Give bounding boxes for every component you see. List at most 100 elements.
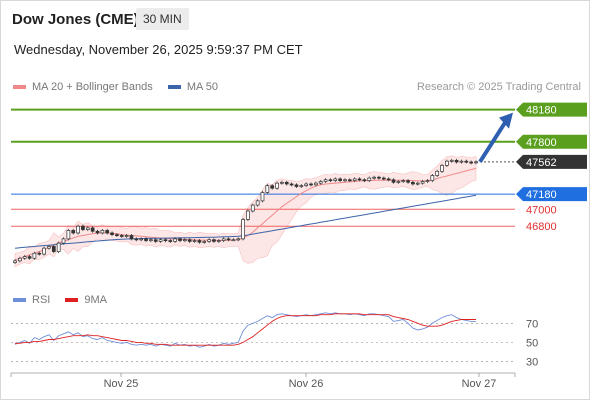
rsi-tick-label: 50 xyxy=(526,337,538,349)
candle-body xyxy=(250,204,255,212)
candle-body xyxy=(182,239,187,242)
candle-body xyxy=(430,175,435,181)
research-credit: Research © 2025 Trading Central xyxy=(416,81,581,93)
candle-body xyxy=(163,239,168,242)
candle-body xyxy=(270,185,275,189)
forecast-arrow-shaft xyxy=(478,121,507,163)
candle-body xyxy=(37,252,42,255)
time-axis-layer: Nov 25 Nov 26 Nov 27 xyxy=(10,372,516,390)
candle-body xyxy=(110,232,114,235)
candle-body xyxy=(396,181,401,183)
candle-body xyxy=(314,182,318,186)
candle-body xyxy=(27,256,32,259)
candle-body xyxy=(105,230,110,234)
candle-body xyxy=(464,160,469,163)
candle-body xyxy=(100,230,105,234)
price-levels-layer xyxy=(11,108,515,227)
candle-body xyxy=(13,260,17,263)
level-tag-47800 xyxy=(516,134,587,149)
moving-averages-layer xyxy=(14,167,477,261)
level-label-48180: 48180 xyxy=(526,105,557,117)
rsi-legend: RSI 9MA xyxy=(13,294,119,306)
candle-body xyxy=(294,184,299,187)
candle-body xyxy=(149,239,153,242)
bollinger-band xyxy=(14,155,477,268)
candle-body xyxy=(299,185,304,188)
chart-header: Dow Jones (CME) 30 MIN xyxy=(1,1,589,37)
rsi-9ma-line xyxy=(15,313,476,346)
candle-body xyxy=(309,183,313,186)
legend-ma20: MA 20 + Bollinger Bands xyxy=(13,81,153,93)
level-label-47800: 47800 xyxy=(526,137,557,149)
candle-body xyxy=(71,230,76,234)
candle-body xyxy=(81,225,85,230)
candle-body xyxy=(192,240,197,242)
candle-body xyxy=(202,241,207,243)
forecast-arrow-head xyxy=(499,112,513,129)
candle-body xyxy=(56,242,61,252)
candle-body xyxy=(168,240,173,242)
candle-body xyxy=(42,247,46,255)
candle-body xyxy=(90,227,95,232)
candle-body xyxy=(246,210,250,220)
timeframe-badge[interactable]: 30 MIN xyxy=(136,8,189,30)
candle-body xyxy=(280,181,284,184)
legend-ma50: MA 50 xyxy=(167,81,219,93)
candle-body xyxy=(226,238,231,241)
legend-ma20-label: MA 20 + Bollinger Bands xyxy=(32,81,153,93)
candle-body xyxy=(61,238,66,244)
candle-body xyxy=(153,239,158,242)
legend-ma50-label: MA 50 xyxy=(186,81,219,93)
candle-body xyxy=(440,165,444,172)
candle-body xyxy=(459,160,464,163)
ma20-line xyxy=(14,167,477,261)
candle-body xyxy=(328,179,333,182)
candle-body xyxy=(32,252,37,259)
candle-body xyxy=(197,240,202,243)
candle-body xyxy=(129,235,134,240)
candle-body xyxy=(51,246,56,252)
level-tag-47562 xyxy=(516,154,587,169)
candle-body xyxy=(454,159,459,163)
candle-body xyxy=(425,180,430,182)
legend-rsi: RSI xyxy=(13,294,50,306)
candle-body xyxy=(231,239,236,242)
level-tag-47180 xyxy=(516,187,587,202)
candle-body xyxy=(333,178,338,181)
candle-body xyxy=(85,227,90,230)
rsi-swatch xyxy=(13,298,26,303)
candle-body xyxy=(178,238,182,241)
time-axis-label: Nov 26 xyxy=(289,378,324,390)
candle-body xyxy=(221,238,226,241)
instrument-title: Dow Jones (CME) xyxy=(12,11,139,28)
candle-body xyxy=(187,239,192,242)
candle-body xyxy=(212,239,216,242)
ma9-swatch xyxy=(65,298,79,303)
candle-body xyxy=(377,176,381,179)
candle-body xyxy=(76,225,80,234)
candle-body xyxy=(411,181,415,185)
candle-body xyxy=(435,170,440,176)
candle-body xyxy=(318,181,323,184)
candle-body xyxy=(115,234,119,236)
candle-body xyxy=(401,180,406,182)
candle-body xyxy=(352,178,357,181)
candle-body xyxy=(284,181,289,185)
rsi-tick-label: 70 xyxy=(526,318,538,330)
ma50-line xyxy=(14,194,477,249)
candle-body xyxy=(362,179,367,182)
candle-body xyxy=(323,179,328,182)
candle-body xyxy=(469,161,473,164)
price-legend: MA 20 + Bollinger Bands MA 50 xyxy=(13,81,230,93)
time-axis-label: Nov 25 xyxy=(104,378,139,390)
candle-body xyxy=(144,238,148,241)
level-label-47180: 47180 xyxy=(526,189,557,201)
level-labels-layer: 48180 47800 47562 47180 47000 46800 xyxy=(478,102,587,233)
rsi-tick-label: 30 xyxy=(526,356,538,368)
candle-body xyxy=(207,239,211,242)
candle-body xyxy=(343,179,347,182)
candle-body xyxy=(158,239,163,242)
candle-body xyxy=(275,182,279,189)
candle-body xyxy=(357,178,362,181)
